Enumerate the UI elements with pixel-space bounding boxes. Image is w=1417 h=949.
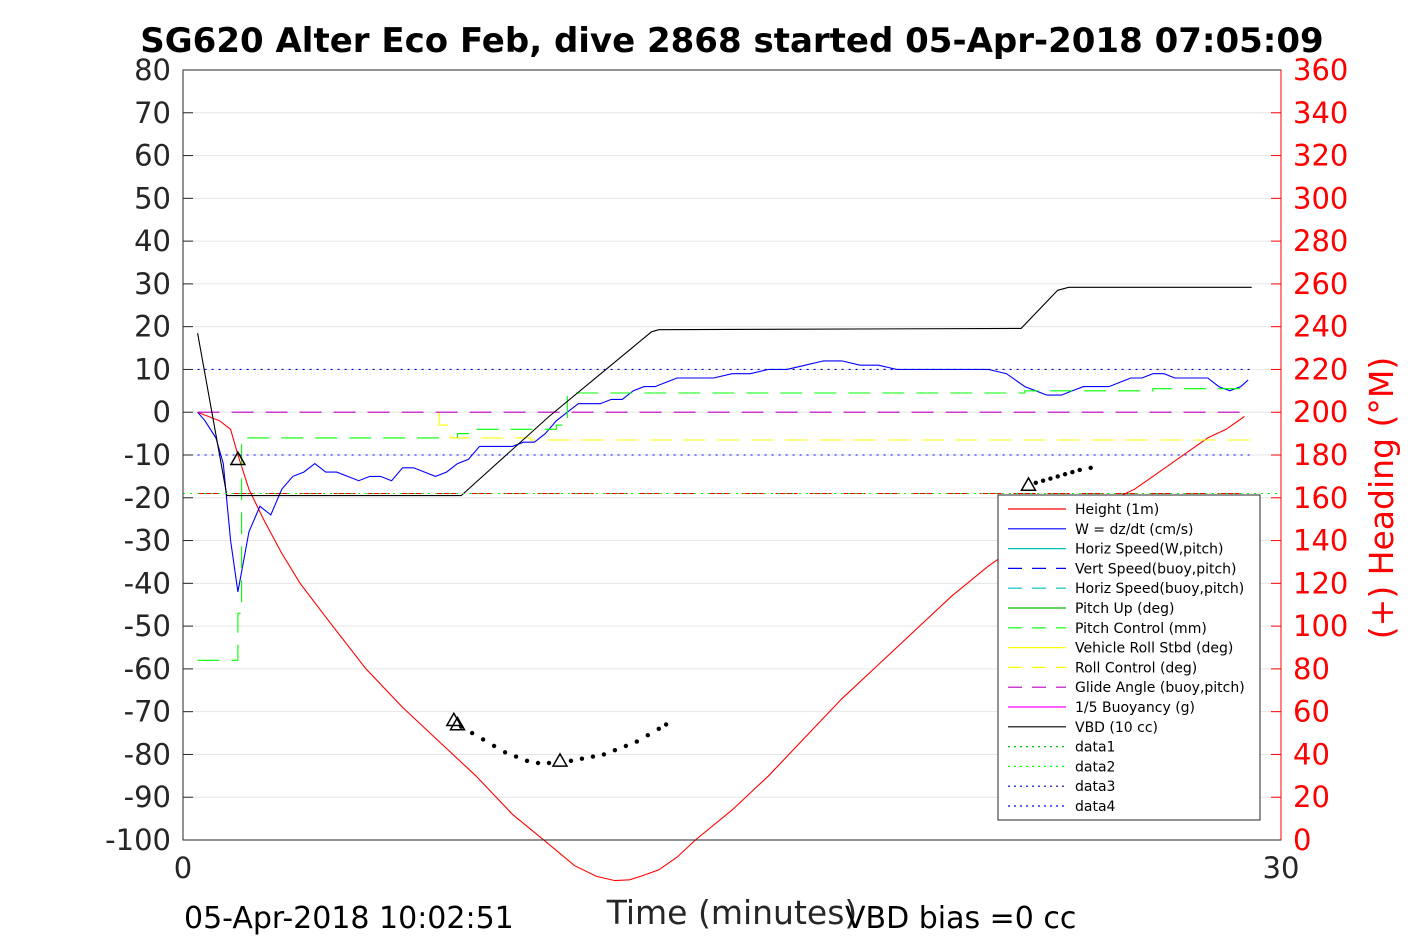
y-tick-label-right: 300 xyxy=(1293,181,1348,215)
footer-vbd-bias: VBD bias =0 cc xyxy=(845,901,1076,936)
plot-area: 80706050403020100-10-20-30-40-50-60-70-8… xyxy=(105,53,1348,885)
y-tick-label-right: 240 xyxy=(1293,310,1348,344)
sample-dot-marker xyxy=(513,754,519,759)
sample-dot-marker xyxy=(1062,472,1068,477)
y-tick-label-right: 280 xyxy=(1293,224,1348,258)
sample-dot-marker xyxy=(1055,474,1060,479)
y-tick-label-right: 120 xyxy=(1293,566,1348,600)
y-tick-label-left: 0 xyxy=(153,395,171,429)
y-tick-label-left: 30 xyxy=(134,267,171,301)
sample-dot-marker xyxy=(590,754,596,759)
y-tick-label-left: -70 xyxy=(124,695,171,729)
legend-entry-label: 1/5 Buoyancy (g) xyxy=(1075,700,1195,716)
y-tick-label-right: 100 xyxy=(1293,609,1348,643)
legend-entry-label: data4 xyxy=(1075,799,1116,815)
sample-dot-marker xyxy=(663,722,669,727)
sample-dot-marker xyxy=(480,737,486,742)
triangle-marker xyxy=(445,711,463,727)
y-tick-label-left: 80 xyxy=(134,53,171,87)
legend-entry-label: Height (1m) xyxy=(1075,502,1159,518)
triangle-marker xyxy=(449,715,466,731)
series-line-6 xyxy=(197,388,1252,661)
right-y-axis-label: (+) Heading (°M) xyxy=(1362,357,1401,639)
legend-entry-label: Roll Control (deg) xyxy=(1075,660,1197,676)
y-tick-label-right: 20 xyxy=(1293,780,1330,814)
x-tick-label: 30 xyxy=(1263,851,1300,885)
sample-dot-marker xyxy=(612,747,618,753)
series-line-1 xyxy=(197,360,1249,592)
footer-timestamp: 05-Apr-2018 10:02:51 xyxy=(184,901,514,936)
sample-dot-marker xyxy=(645,732,651,738)
sample-dot-marker xyxy=(568,758,574,764)
y-tick-label-right: 0 xyxy=(1293,823,1311,857)
sample-dot-marker xyxy=(491,743,497,749)
legend-entry-label: VBD (10 cc) xyxy=(1075,720,1158,736)
y-tick-label-left: -20 xyxy=(124,481,171,515)
y-tick-label-right: 220 xyxy=(1293,352,1348,386)
sample-dot-marker xyxy=(535,760,541,766)
y-tick-label-right: 340 xyxy=(1293,96,1348,130)
y-tick-label-left: -80 xyxy=(124,737,171,771)
legend-entry-label: Vehicle Roll Stbd (deg) xyxy=(1075,641,1233,657)
y-tick-label-right: 80 xyxy=(1293,652,1330,686)
y-tick-label-right: 360 xyxy=(1293,53,1348,87)
sample-dot-marker xyxy=(1048,476,1053,481)
legend-entry-label: W = dz/dt (cm/s) xyxy=(1075,522,1194,538)
legend-entry-label: data2 xyxy=(1075,759,1115,775)
y-tick-label-left: 50 xyxy=(134,181,171,215)
legend-entry-label: data1 xyxy=(1075,740,1115,756)
legend-entry-label: Horiz Speed(buoy,pitch) xyxy=(1075,581,1244,597)
sample-dot-marker xyxy=(656,726,661,731)
y-tick-label-right: 140 xyxy=(1293,524,1348,558)
y-tick-label-left: -50 xyxy=(124,609,171,643)
sample-dot-marker xyxy=(623,743,629,749)
sample-dot-marker xyxy=(524,758,530,764)
sample-dot-marker xyxy=(1040,478,1046,483)
y-tick-label-right: 260 xyxy=(1293,267,1348,301)
x-tick-label: 0 xyxy=(174,851,192,885)
y-tick-label-left: -90 xyxy=(124,780,171,814)
sample-dot-marker xyxy=(502,750,508,755)
y-tick-label-right: 320 xyxy=(1293,139,1348,173)
triangle-marker xyxy=(229,450,247,466)
legend-entry-label: data3 xyxy=(1075,779,1115,795)
sample-dot-marker xyxy=(1077,467,1082,473)
y-tick-label-right: 40 xyxy=(1293,737,1330,771)
sample-dot-marker xyxy=(469,730,475,736)
series-line-11 xyxy=(197,286,1252,497)
y-tick-label-left: -10 xyxy=(124,438,171,472)
y-tick-label-right: 160 xyxy=(1293,481,1348,515)
chart-title: SG620 Alter Eco Feb, dive 2868 started 0… xyxy=(140,21,1323,61)
sample-dot-marker xyxy=(1070,469,1075,475)
triangle-marker xyxy=(1020,476,1037,491)
y-tick-label-left: 10 xyxy=(134,352,171,386)
y-tick-label-left: 20 xyxy=(134,310,171,344)
legend-entry-label: Glide Angle (buoy,pitch) xyxy=(1075,680,1245,696)
y-tick-label-right: 60 xyxy=(1293,695,1330,729)
y-tick-label-right: 200 xyxy=(1293,395,1348,429)
sample-dot-marker xyxy=(579,756,585,761)
y-tick-label-left: -100 xyxy=(105,823,171,857)
y-tick-label-left: -60 xyxy=(124,652,171,686)
legend-entry-label: Vert Speed(buoy,pitch) xyxy=(1075,561,1237,577)
x-axis-label: Time (minutes) xyxy=(606,893,858,932)
sample-dot-marker xyxy=(601,752,607,757)
y-tick-label-left: -40 xyxy=(124,566,171,600)
sample-dot-marker xyxy=(546,760,552,766)
sample-dot-marker xyxy=(634,739,640,744)
y-tick-label-left: 70 xyxy=(134,96,171,130)
legend-entry-label: Pitch Control (mm) xyxy=(1075,621,1207,637)
series-line-8 xyxy=(438,412,1252,441)
y-tick-label-left: -30 xyxy=(124,524,171,558)
y-tick-label-right: 180 xyxy=(1293,438,1348,472)
legend-entry-label: Horiz Speed(W,pitch) xyxy=(1075,542,1223,558)
sample-dot-marker xyxy=(1033,480,1038,486)
y-tick-label-left: 40 xyxy=(134,224,171,258)
triangle-marker xyxy=(551,752,569,767)
y-tick-label-left: 60 xyxy=(134,139,171,173)
legend-entry-label: Pitch Up (deg) xyxy=(1075,601,1174,617)
sample-dot-marker xyxy=(1088,465,1093,471)
